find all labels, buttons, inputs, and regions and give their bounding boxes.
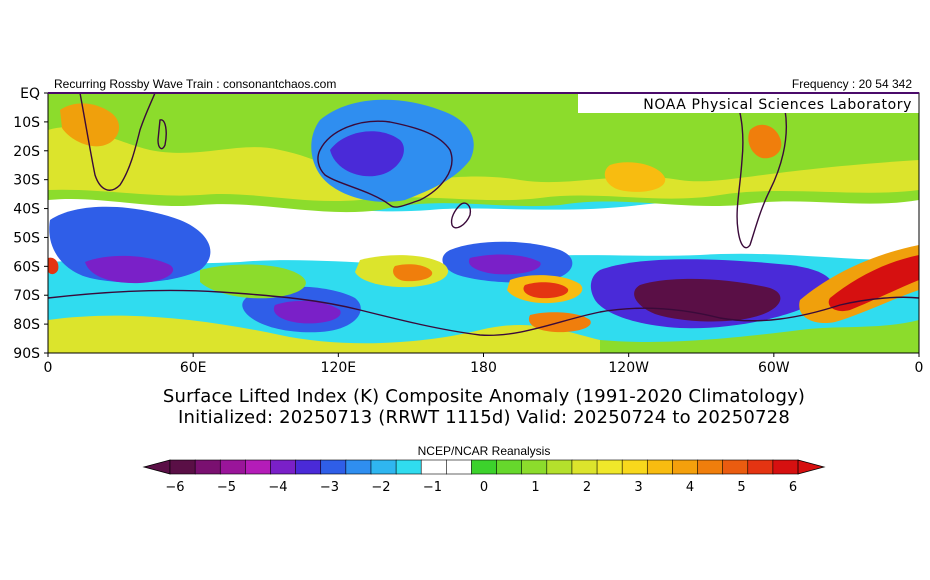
- colorbar-swatch: [772, 459, 799, 475]
- colorbar-swatch: [370, 459, 397, 475]
- colorbar-swatch: [395, 459, 422, 475]
- colorbar-max-arrow: [797, 459, 826, 475]
- colorbar-swatch: [672, 459, 699, 475]
- colorbar-swatch: [194, 459, 221, 475]
- lat-label: 60S: [13, 259, 40, 275]
- colorbar-tick-label: −1: [423, 480, 442, 495]
- colorbar-swatch: [169, 459, 196, 475]
- tropical-yellow: [48, 127, 919, 202]
- latitude-axis: EQ 10S 20S 30S 40S 50S 60S 70S 80S 90S: [13, 86, 48, 362]
- colorbar-tick-label: 2: [583, 480, 591, 495]
- tropical-orange: [60, 103, 120, 147]
- frequency-label: Frequency : 20 54 342: [792, 77, 912, 91]
- brand-box: [578, 94, 919, 113]
- colorbar-tick-label: −2: [371, 480, 390, 495]
- coast-new-zealand: [450, 202, 472, 229]
- colorbar-swatch: [697, 459, 724, 475]
- colorbar-swatch: [546, 459, 573, 475]
- anomaly-map: NOAA Physical Sciences Laboratory: [48, 93, 919, 353]
- west-edge-red: [48, 257, 59, 275]
- colorbar-swatch: [345, 459, 372, 475]
- lon-label: 180: [470, 360, 497, 376]
- colorbar-tick-label: −4: [268, 480, 287, 495]
- coast-madagascar: [157, 119, 167, 150]
- lat-label: 90S: [13, 346, 40, 362]
- colorbar-swatch: [270, 459, 297, 475]
- antarctic-yellow: [48, 315, 600, 353]
- lon-label: 60E: [180, 360, 207, 376]
- colorbar-swatch: [521, 459, 548, 475]
- colorbar-swatch: [621, 459, 648, 475]
- title-line-1: Surface Lifted Index (K) Composite Anoma…: [163, 386, 805, 407]
- source-credit: Recurring Rossby Wave Train : consonantc…: [54, 77, 336, 91]
- lat-label: 70S: [13, 288, 40, 304]
- warm-spot-sa: [748, 124, 782, 159]
- colorbar-swatch: [420, 459, 447, 475]
- colorbar-swatch: [496, 459, 523, 475]
- colorbar-swatch: [320, 459, 347, 475]
- coast-antarctica: [48, 289, 919, 337]
- title-line-2: Initialized: 20250713 (RRWT 1115d) Valid…: [178, 407, 790, 428]
- lon-label: 120W: [608, 360, 649, 376]
- colorbar-tick-label: 6: [789, 480, 797, 495]
- lat-label: 10S: [13, 115, 40, 131]
- lat-label: 20S: [13, 144, 40, 160]
- longitude-axis: 0 60E 120E 180 120W 60W 0: [44, 353, 924, 376]
- amundsen-core: [634, 278, 781, 322]
- australia-negative-core: [330, 131, 404, 177]
- warm-spot-pacific: [604, 162, 666, 192]
- colorbar: −6 −5 −4 −3 −2 −1 0 1 2 3 4 5 6: [142, 459, 826, 495]
- lat-label: 80S: [13, 317, 40, 333]
- lon-label: 0: [915, 360, 924, 376]
- colorbar-swatch: [446, 459, 473, 475]
- neutral-zone: [48, 189, 919, 265]
- lat-label: EQ: [20, 86, 40, 102]
- colorbar-tick-label: −6: [165, 480, 184, 495]
- lon-label: 120E: [321, 360, 357, 376]
- colorbar-swatch: [646, 459, 674, 475]
- colorbar-tick-label: 5: [737, 480, 745, 495]
- pacific-negative-core: [468, 254, 541, 275]
- colorbar-tick-label: 1: [531, 480, 539, 495]
- south-pacific-orange: [393, 264, 433, 282]
- colorbar-swatch: [471, 459, 498, 475]
- lon-label: 60W: [758, 360, 790, 376]
- colorbar-label: NCEP/NCAR Reanalysis: [418, 444, 551, 458]
- colorbar-swatch: [571, 459, 598, 475]
- lon-label: 0: [44, 360, 53, 376]
- coast-africa: [79, 93, 156, 191]
- colorbar-swatch: [295, 459, 322, 475]
- colorbar-tick-label: −5: [217, 480, 236, 495]
- ross-sea-core: [273, 300, 341, 324]
- colorbar-swatch: [722, 459, 749, 475]
- lat-label: 30S: [13, 173, 40, 189]
- south-indian-positive: [200, 264, 306, 299]
- colorbar-tick-label: 4: [686, 480, 694, 495]
- south-atlantic-core: [85, 255, 174, 284]
- colorbar-swatch: [596, 459, 623, 475]
- bellingshausen-red: [523, 282, 569, 299]
- colorbar-swatch: [747, 459, 774, 475]
- coast-australia: [317, 120, 453, 208]
- antarctic-green: [600, 320, 919, 353]
- colorbar-swatch: [219, 459, 246, 475]
- colorbar-min-arrow: [142, 459, 171, 475]
- lat-label: 40S: [13, 202, 40, 218]
- lat-label: 50S: [13, 230, 40, 246]
- colorbar-swatch: [245, 459, 272, 475]
- colorbar-tick-label: −3: [320, 480, 339, 495]
- colorbar-tick-label: 3: [634, 480, 642, 495]
- brand-label: NOAA Physical Sciences Laboratory: [643, 97, 912, 113]
- weddell-red: [828, 255, 919, 312]
- colorbar-tick-label: 0: [480, 480, 488, 495]
